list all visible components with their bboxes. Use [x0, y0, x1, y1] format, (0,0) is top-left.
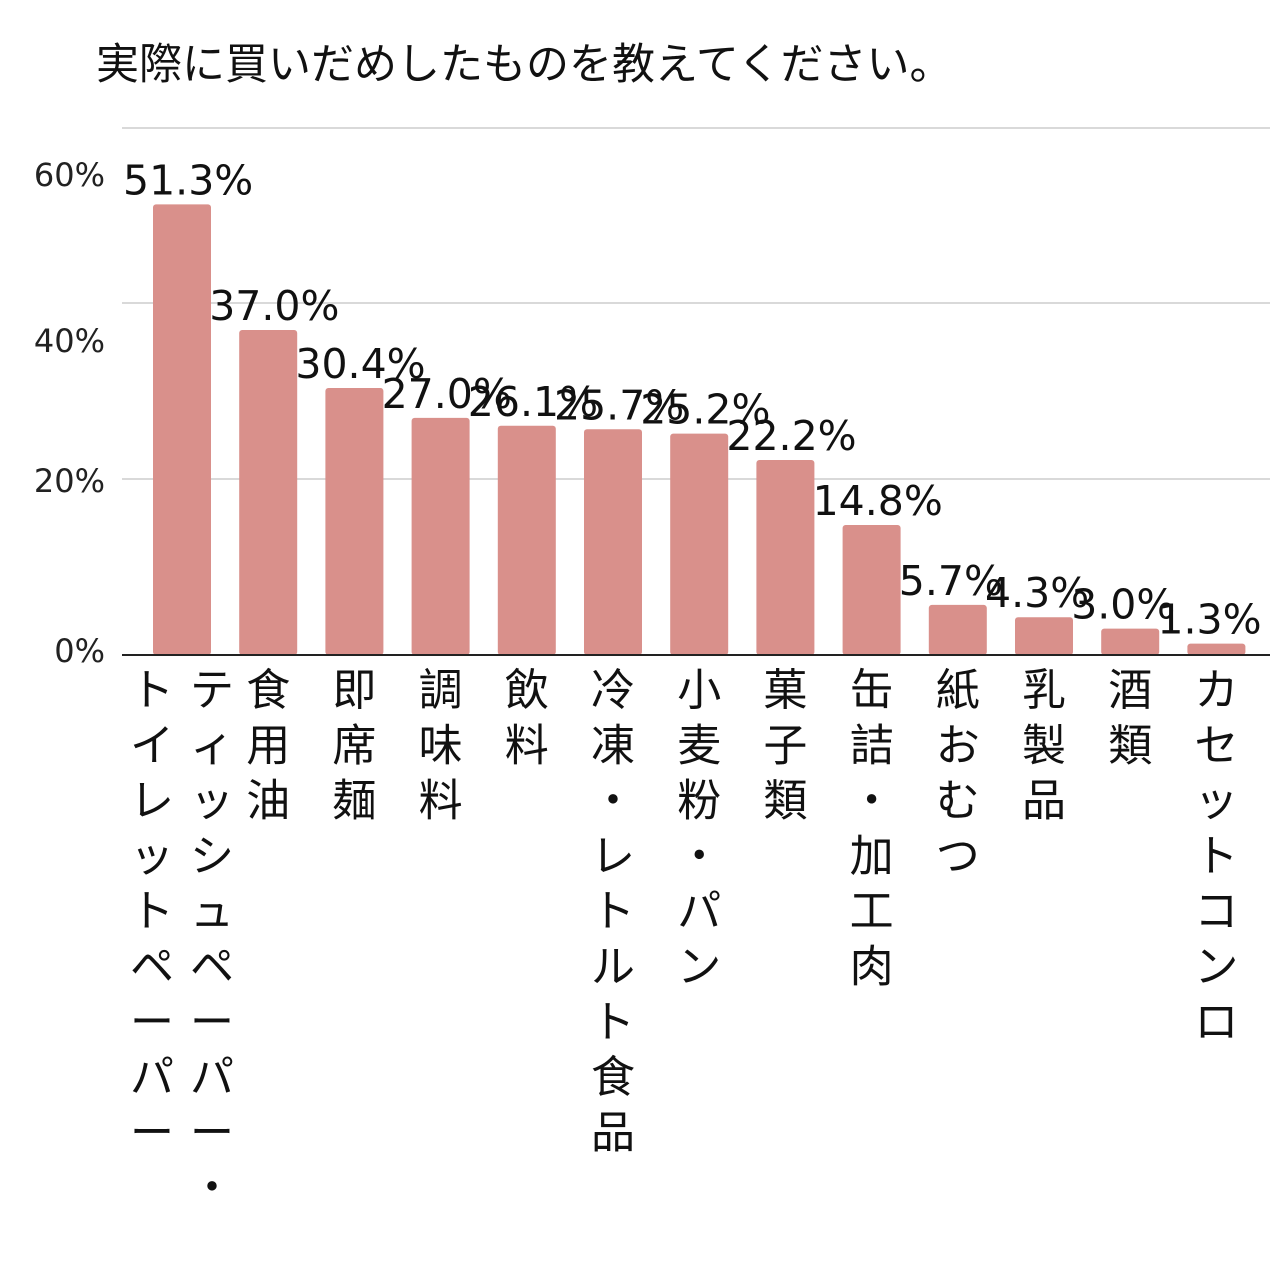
category-label: ティッシュペーパー・	[190, 665, 234, 1214]
y-tick-label: 0%	[54, 632, 105, 670]
value-label: 25.7%	[554, 381, 684, 429]
value-label: 5.7%	[899, 557, 1003, 605]
bar-11	[1015, 617, 1073, 655]
bar-3	[325, 387, 384, 655]
value-label: 4.3%	[985, 569, 1089, 617]
bar-4	[411, 417, 470, 655]
value-label: 22.2%	[726, 412, 856, 460]
bar-12	[1101, 628, 1160, 655]
category-label: 紙おむつ	[936, 665, 980, 882]
value-label: 25.2%	[640, 386, 770, 434]
chart-title: 実際に買いだめしたものを教えてください。	[96, 40, 953, 90]
bar-2	[239, 330, 298, 655]
bar-7	[670, 433, 729, 655]
value-label: 1.3%	[1157, 596, 1261, 644]
bar-1	[153, 204, 211, 656]
bar-13	[1187, 643, 1246, 655]
category-label: 小麦粉・パン	[677, 665, 721, 993]
category-label: 飲料	[505, 665, 549, 771]
category-label: 乳製品	[1022, 665, 1066, 827]
category-label: 缶詰・加工肉	[850, 665, 894, 993]
bar-9	[842, 525, 901, 655]
bar-10	[928, 604, 987, 655]
value-label: 30.4%	[295, 340, 425, 388]
bar-5	[497, 425, 556, 655]
category-label: 即席麺	[332, 665, 376, 827]
value-label: 51.3%	[123, 156, 253, 204]
category-label: カセットコンロ	[1194, 665, 1238, 1048]
category-label: 酒類	[1108, 665, 1152, 771]
value-label: 37.0%	[209, 282, 339, 330]
category-label: 食用油	[246, 665, 290, 827]
bar-6	[584, 429, 642, 655]
value-label: 3.0%	[1071, 581, 1175, 629]
y-tick-label: 40%	[34, 322, 105, 360]
value-label: 26.1%	[468, 378, 598, 426]
category-label: 冷凍・レトルト食品	[591, 665, 635, 1158]
y-tick-label: 20%	[34, 462, 105, 500]
value-label: 27.0%	[382, 370, 512, 418]
value-label: 14.8%	[813, 477, 943, 525]
category-label: 菓子類	[763, 665, 807, 827]
category-label: トイレットペーパー	[130, 665, 174, 1158]
category-label: 調味料	[419, 665, 463, 827]
y-tick-label: 60%	[34, 156, 105, 194]
bar-8	[756, 460, 815, 655]
